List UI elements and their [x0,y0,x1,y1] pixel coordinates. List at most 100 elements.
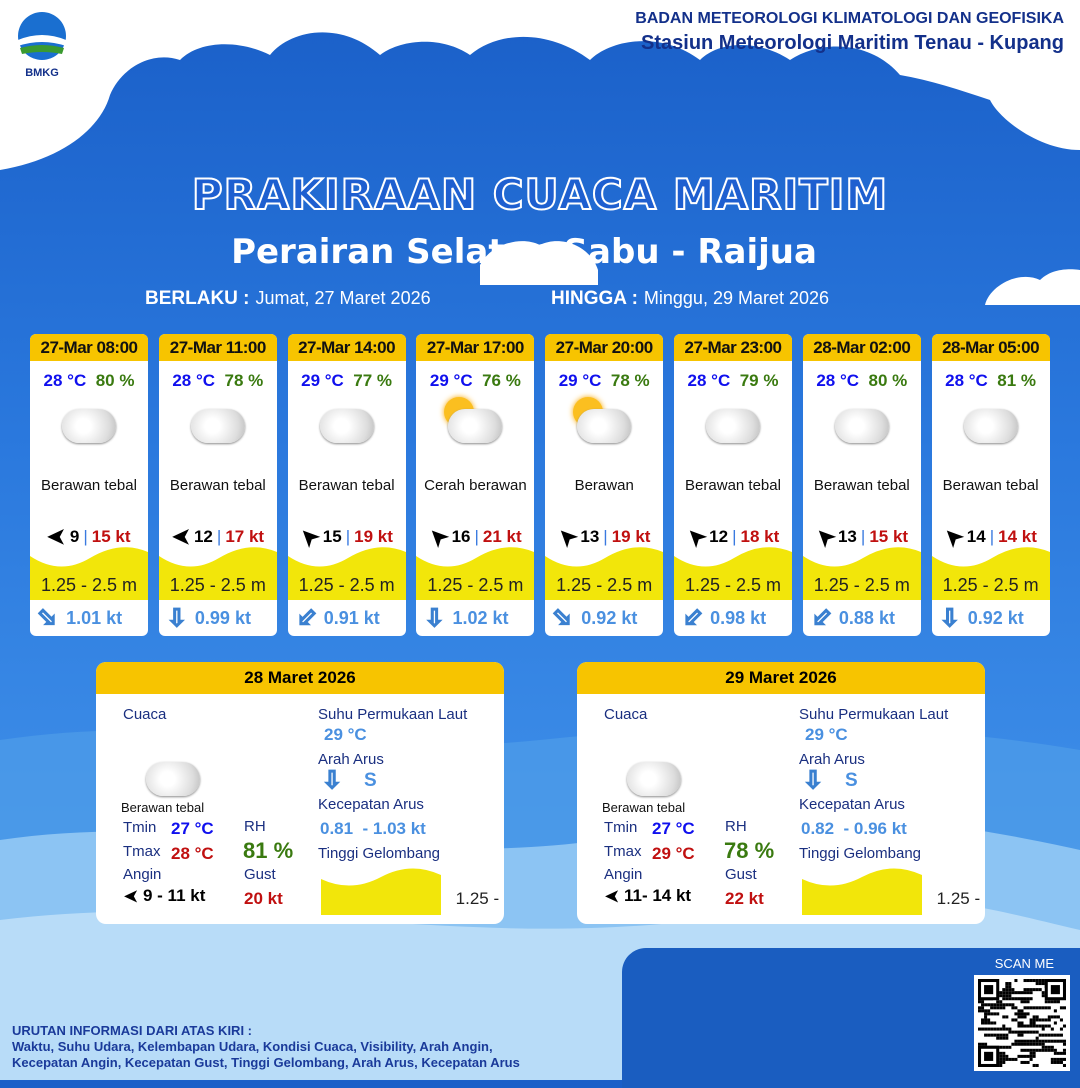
current-speed-value: 0.81 - 1.03 kt [320,819,426,838]
daily-summary-panel: 29 Maret 2026 Cuaca Berawan tebal Tmin 2… [577,662,985,924]
humidity: 81 % [997,371,1037,390]
wave-height: 1.25 - 2.5 m [30,546,148,600]
sst-label: Suhu Permukaan Laut [799,706,949,723]
forecast-card: 27-Mar 23:00 28 °C 79 % Berawan tebal ➤ 1… [674,334,792,636]
tmin-label: Tmin [604,819,638,836]
wave-height-value: 1.25 - 2.5 m [298,575,395,595]
qr-code[interactable] [974,975,1070,1071]
tmin-label: Tmin [123,819,157,836]
weather-condition: Berawan tebal [602,800,686,815]
agency-header: BADAN METEOROLOGI KLIMATOLOGI DAN GEOFIS… [635,10,1064,55]
weather-condition: Berawan tebal [41,477,137,494]
forecast-time: 27-Mar 11:00 [158,334,277,361]
tmax-value: 29 °C [652,844,695,863]
wave-height-value: 1.25 - 2.5 m [936,889,985,908]
humidity: 80 % [95,371,135,390]
cloudy-icon [963,409,1018,443]
wave-height-value: 1.25 - 2.5 m [556,575,653,595]
gust-speed: 19 kt [611,527,651,546]
wind-speed: 9 [69,527,80,546]
humidity: 79 % [739,371,779,390]
wave-height: 1.25 - 2.5 m [545,546,664,600]
current-direction-arrow-icon: ⇩ [804,601,838,636]
current-speed: 0.92 kt [581,608,638,628]
top-clouds [0,0,1080,170]
sst-value: 29 °C [805,725,848,744]
current-speed-label: Kecepatan Arus [799,796,905,813]
cloudy-icon [706,409,760,443]
wind-value: 9 - 11 kt [142,886,206,905]
current-speed: 0.98 kt [710,608,767,628]
partly-cloudy-icon [444,397,503,443]
agency-name: BADAN METEOROLOGI KLIMATOLOGI DAN GEOFIS… [635,10,1064,27]
right-cloud [985,269,1080,305]
tmax-label: Tmax [604,843,642,860]
wave-height-value: 1.25 - 2.5 m [40,575,138,595]
gust-speed: 17 kt [225,527,265,546]
cloudy-icon [190,409,245,443]
forecast-time: 27-Mar 23:00 [674,334,792,361]
wind-speed: 13 [580,527,600,546]
page-subtitle: Perairan Selatan Sabu - Raijua [231,232,817,272]
forecast-card: 27-Mar 08:00 28 °C 80 % Berawan tebal ➤ 9… [30,334,148,636]
wave-height-value: 1.25 - 2.5 m [169,575,266,595]
current-speed: 0.99 kt [194,608,251,628]
rh-value: 78 % [724,838,775,863]
humidity: 78 % [610,371,650,390]
current-speed: 0.88 kt [838,608,895,628]
weather-label: Cuaca [604,706,648,723]
weather-condition: Berawan tebal [685,477,781,494]
current-direction-arrow-icon: ⇩ [321,767,343,795]
forecast-time: 27-Mar 14:00 [287,334,406,361]
wind-speed: 16 [451,527,471,546]
gust-speed: 15 kt [91,527,131,546]
sst-value: 29 °C [324,725,367,744]
left-cloud [480,241,598,285]
gust-speed: 15 kt [869,527,909,546]
gust-label: Gust [244,866,276,883]
wave-height: 1.25 - 2.5 m [802,867,985,915]
humidity: 77 % [353,371,393,390]
valid-to-date: Minggu, 29 Maret 2026 [643,288,830,308]
page-title: PRAKIRAAN CUACA MARITIM [191,169,889,220]
current-direction-arrow-icon: ⇩ [31,601,65,636]
air-temp: 29 °C [429,371,473,390]
current-direction-arrow-icon: ⇩ [802,767,824,795]
gust-speed: 21 kt [482,527,522,546]
logo-text: BMKG [25,67,59,79]
partly-cloudy-icon [573,397,632,443]
air-temp: 29 °C [301,371,344,390]
forecast-time: 28-Mar 02:00 [802,334,921,361]
wave-height-value: 1.25 - 2.5 m [684,575,782,595]
cloudy-icon [627,762,681,796]
forecast-time: 28-Mar 05:00 [931,334,1050,361]
current-direction-label: Arah Arus [318,751,384,768]
rh-label: RH [244,818,266,835]
info-legend: URUTAN INFORMASI DARI ATAS KIRI : Waktu,… [12,1023,520,1071]
weather-condition: Berawan tebal [169,477,266,494]
gust-speed: 18 kt [740,527,780,546]
cloudy-icon [62,409,116,443]
air-temp: 29 °C [558,371,602,390]
air-temp: 28 °C [43,371,87,390]
rh-label: RH [725,818,747,835]
humidity: 78 % [224,371,264,390]
current-direction-arrow-icon: ⇩ [939,605,960,633]
tmin-value: 27 °C [171,819,214,838]
valid-from-date: Jumat, 27 Maret 2026 [255,288,431,308]
tmin-value: 27 °C [652,819,695,838]
air-temp: 28 °C [816,371,860,390]
forecast-time: 27-Mar 17:00 [416,334,535,361]
current-direction-arrow-icon: ⇩ [424,605,445,633]
current-direction-arrow-icon: ⇩ [166,605,187,633]
cloudy-icon [834,409,889,443]
wind-speed: 13 [837,527,857,546]
legend-line: Kecepatan Angin, Kecepatan Gust, Tinggi … [12,1055,520,1070]
station-name: Stasiun Meteorologi Maritim Tenau - Kupa… [641,32,1064,54]
daily-date: 28 Maret 2026 [96,662,504,694]
current-direction-label: Arah Arus [799,751,865,768]
tmax-label: Tmax [123,843,161,860]
wave-height: 1.25 - 2.5 m [674,546,792,600]
humidity: 76 % [482,371,521,390]
current-direction-value: S [364,770,377,791]
